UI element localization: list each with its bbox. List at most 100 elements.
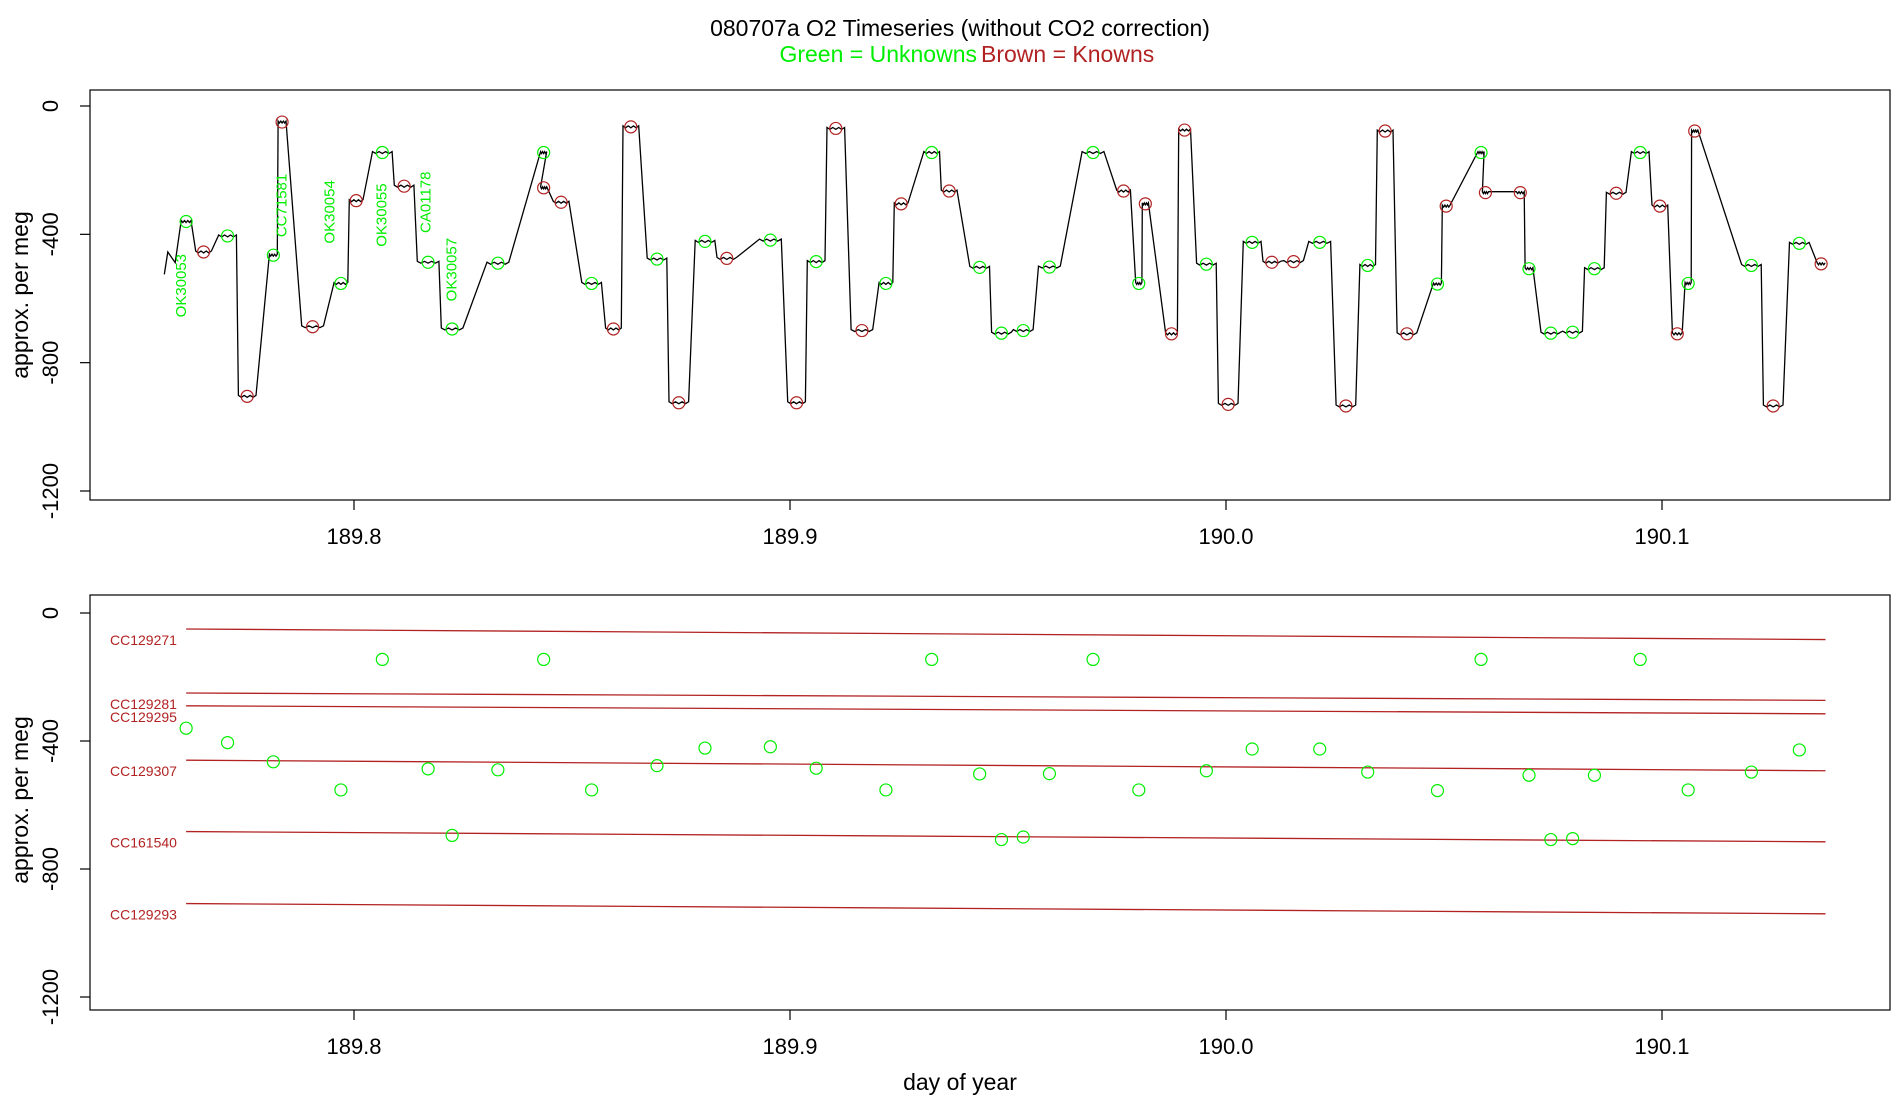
known-point (1116, 184, 1131, 198)
reference-line (186, 705, 1826, 715)
reference-x-axis-label: day of year (903, 1069, 1017, 1095)
unknown-point (1430, 277, 1445, 291)
unknown-scatter-points (179, 652, 1806, 847)
unknown-scatter-point (650, 759, 664, 773)
unknown-scatter-point (1544, 832, 1558, 847)
reference-y-axis: 0 -400 -800 -1200 (38, 607, 90, 1025)
unknown-point (1566, 325, 1580, 339)
timeseries-y-tick-label: 0 (38, 100, 63, 112)
unknown-scatter-point (445, 828, 459, 843)
unknown-points (179, 145, 1806, 340)
timeseries-panel: 189.8 189.9 190.0 190.1 0 -400 -800 -1200 appr… (7, 89, 1891, 549)
reference-x-tick-label: 189.8 (326, 1034, 381, 1059)
sample-label: CA01178 (417, 172, 434, 233)
unknown-scatter-point (879, 783, 893, 797)
unknown-point (1474, 145, 1488, 160)
unknown-scatter-point (698, 741, 712, 755)
unknown-point (585, 276, 599, 291)
reference-label: CC129307 (110, 763, 177, 779)
unknown-point (1633, 145, 1647, 160)
unknown-point (994, 326, 1009, 340)
unknown-scatter-point (1132, 783, 1146, 797)
timeseries-y-tick-label: -800 (38, 341, 63, 385)
unknown-point (698, 234, 712, 248)
unknown-scatter-point (1361, 765, 1375, 779)
unknown-point (1744, 258, 1758, 273)
reference-label: CC129293 (110, 907, 177, 923)
unknown-point (1016, 323, 1030, 338)
known-point (720, 251, 734, 265)
reference-y-axis-label: approx. per meg (7, 716, 33, 883)
unknown-scatter-point (994, 832, 1009, 847)
unknown-scatter-point (1430, 783, 1445, 798)
unknown-scatter-point (925, 652, 939, 667)
timeseries-y-tick-label: -400 (38, 212, 63, 256)
unknown-point (1086, 145, 1100, 160)
reference-label: CC129295 (110, 709, 177, 725)
reference-label: CC129281 (110, 696, 177, 712)
unknown-scatter-point (1681, 783, 1695, 797)
timeseries-y-tick-label: -1200 (38, 463, 63, 519)
known-point (349, 194, 363, 208)
known-point (1609, 186, 1623, 200)
sample-label: OK30054 (321, 180, 338, 243)
unknown-point (1681, 276, 1695, 291)
unknown-point (650, 252, 664, 266)
unknown-point (179, 214, 193, 229)
unknown-point (809, 255, 823, 269)
sample-label: OK30055 (374, 183, 391, 246)
known-point (789, 396, 804, 410)
unknown-scatter-point (1042, 767, 1057, 781)
reference-y-tick-label: -1200 (38, 969, 63, 1025)
chart-title: 080707a O2 Timeseries (without CO2 corre… (710, 15, 1210, 41)
unknown-scatter-point (973, 767, 987, 781)
unknown-scatter-point (763, 740, 777, 754)
unknown-point (537, 145, 551, 160)
reference-line (186, 902, 1826, 915)
known-point (1478, 186, 1493, 200)
known-point (1688, 124, 1702, 138)
known-point (1138, 197, 1152, 211)
legend-unknowns: Green = Unknowns (779, 41, 977, 67)
known-point (1670, 327, 1684, 341)
known-point (829, 121, 843, 136)
known-point (1439, 199, 1453, 213)
unknown-point (334, 276, 348, 291)
unknown-point (1544, 326, 1558, 340)
known-point (1378, 124, 1392, 138)
known-point (1766, 399, 1780, 413)
unknown-point (445, 322, 459, 336)
reference-x-axis: 189.8 189.9 190.0 190.1 (326, 1010, 1690, 1059)
known-point (1814, 257, 1828, 271)
unknown-point (1132, 276, 1146, 291)
unknown-scatter-point (585, 783, 599, 797)
unknown-point (1199, 257, 1213, 271)
known-point (397, 179, 411, 193)
known-point (1400, 327, 1414, 341)
unknown-point (1245, 235, 1259, 249)
known-point (1286, 255, 1301, 269)
known-point (537, 181, 551, 195)
sample-labels: OK30053 CC71581 OK30054 OK30055 CA01178 OK300… (173, 172, 460, 318)
reference-x-tick-label: 190.1 (1634, 1034, 1689, 1059)
reference-y-tick-label: -800 (38, 847, 63, 891)
timeseries-x-tick-label: 190.0 (1198, 524, 1253, 549)
known-point (1653, 199, 1667, 213)
unknown-point (375, 145, 389, 160)
unknown-point (1587, 262, 1602, 276)
unknown-scatter-point (1245, 742, 1259, 756)
timeseries-x-tick-label: 190.1 (1634, 524, 1689, 549)
reference-plot-frame (89, 594, 1891, 1011)
unknown-scatter-point (1313, 742, 1327, 756)
known-point (240, 389, 254, 403)
unknown-scatter-point (1633, 652, 1647, 667)
legend-knowns: Brown = Knowns (981, 41, 1154, 67)
known-point (855, 323, 869, 338)
known-point (1177, 123, 1192, 137)
unknown-scatter-point (1587, 768, 1602, 782)
unknown-point (925, 145, 939, 160)
sample-label: OK30053 (173, 254, 190, 317)
unknown-scatter-point (375, 652, 389, 667)
